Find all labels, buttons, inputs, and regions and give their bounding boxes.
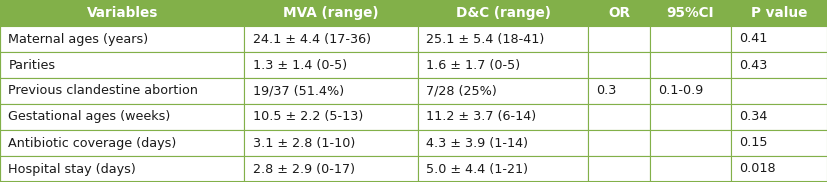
Bar [587, 52, 649, 78]
Bar [0, 52, 244, 78]
Text: 7/28 (25%): 7/28 (25%) [426, 84, 496, 98]
Bar [244, 156, 418, 182]
Bar [587, 156, 649, 182]
Text: 0.34: 0.34 [739, 110, 767, 124]
Text: Antibiotic coverage (days): Antibiotic coverage (days) [8, 136, 176, 149]
Text: Variables: Variables [86, 6, 158, 20]
Bar [244, 26, 418, 52]
Bar [0, 130, 244, 156]
Bar [0, 26, 244, 52]
Text: 1.3 ± 1.4 (0-5): 1.3 ± 1.4 (0-5) [252, 58, 347, 72]
Bar [587, 104, 649, 130]
Bar [730, 78, 827, 104]
Text: 1.6 ± 1.7 (0-5): 1.6 ± 1.7 (0-5) [426, 58, 520, 72]
Text: MVA (range): MVA (range) [283, 6, 379, 20]
Text: 2.8 ± 2.9 (0-17): 2.8 ± 2.9 (0-17) [252, 163, 354, 175]
Bar [587, 130, 649, 156]
Bar [587, 26, 649, 52]
Bar [244, 104, 418, 130]
Text: OR: OR [607, 6, 629, 20]
Bar [0, 156, 244, 182]
Text: Parities: Parities [8, 58, 55, 72]
Bar [730, 26, 827, 52]
Text: 0.43: 0.43 [739, 58, 767, 72]
Text: 4.3 ± 3.9 (1-14): 4.3 ± 3.9 (1-14) [426, 136, 528, 149]
Text: 24.1 ± 4.4 (17-36): 24.1 ± 4.4 (17-36) [252, 33, 370, 46]
Bar [0, 104, 244, 130]
Bar [730, 130, 827, 156]
Bar [244, 52, 418, 78]
Text: 10.5 ± 2.2 (5-13): 10.5 ± 2.2 (5-13) [252, 110, 362, 124]
Bar [587, 0, 649, 26]
Text: P value: P value [750, 6, 807, 20]
Bar [0, 78, 244, 104]
Bar [649, 104, 730, 130]
Bar [0, 0, 244, 26]
Text: Hospital stay (days): Hospital stay (days) [8, 163, 136, 175]
Text: 95%CI: 95%CI [666, 6, 714, 20]
Text: 11.2 ± 3.7 (6-14): 11.2 ± 3.7 (6-14) [426, 110, 536, 124]
Bar [418, 78, 587, 104]
Bar [587, 78, 649, 104]
Text: 19/37 (51.4%): 19/37 (51.4%) [252, 84, 343, 98]
Bar [418, 156, 587, 182]
Text: 0.1-0.9: 0.1-0.9 [657, 84, 703, 98]
Text: Gestational ages (weeks): Gestational ages (weeks) [8, 110, 170, 124]
Bar [244, 130, 418, 156]
Bar [649, 0, 730, 26]
Text: 25.1 ± 5.4 (18-41): 25.1 ± 5.4 (18-41) [426, 33, 544, 46]
Text: 3.1 ± 2.8 (1-10): 3.1 ± 2.8 (1-10) [252, 136, 354, 149]
Bar [649, 26, 730, 52]
Text: Maternal ages (years): Maternal ages (years) [8, 33, 148, 46]
Text: 0.3: 0.3 [595, 84, 616, 98]
Bar [418, 52, 587, 78]
Text: Previous clandestine abortion: Previous clandestine abortion [8, 84, 198, 98]
Bar [418, 104, 587, 130]
Bar [418, 26, 587, 52]
Bar [244, 78, 418, 104]
Text: 0.15: 0.15 [739, 136, 767, 149]
Bar [649, 130, 730, 156]
Bar [418, 130, 587, 156]
Text: 0.41: 0.41 [739, 33, 767, 46]
Bar [730, 156, 827, 182]
Bar [649, 78, 730, 104]
Bar [649, 52, 730, 78]
Bar [730, 52, 827, 78]
Bar [418, 0, 587, 26]
Bar [730, 104, 827, 130]
Bar [244, 0, 418, 26]
Bar [649, 156, 730, 182]
Bar [730, 0, 827, 26]
Text: 0.018: 0.018 [739, 163, 775, 175]
Text: D&C (range): D&C (range) [455, 6, 550, 20]
Text: 5.0 ± 4.4 (1-21): 5.0 ± 4.4 (1-21) [426, 163, 528, 175]
